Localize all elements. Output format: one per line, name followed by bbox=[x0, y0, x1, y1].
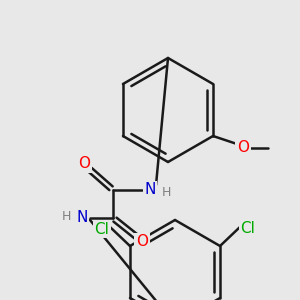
Text: N: N bbox=[144, 182, 156, 197]
Text: N: N bbox=[76, 211, 88, 226]
Text: O: O bbox=[78, 157, 90, 172]
Text: Cl: Cl bbox=[94, 221, 110, 236]
Text: O: O bbox=[136, 235, 148, 250]
Text: Cl: Cl bbox=[241, 221, 256, 236]
Text: H: H bbox=[61, 209, 71, 223]
Text: H: H bbox=[161, 185, 171, 199]
Text: O: O bbox=[237, 140, 249, 155]
